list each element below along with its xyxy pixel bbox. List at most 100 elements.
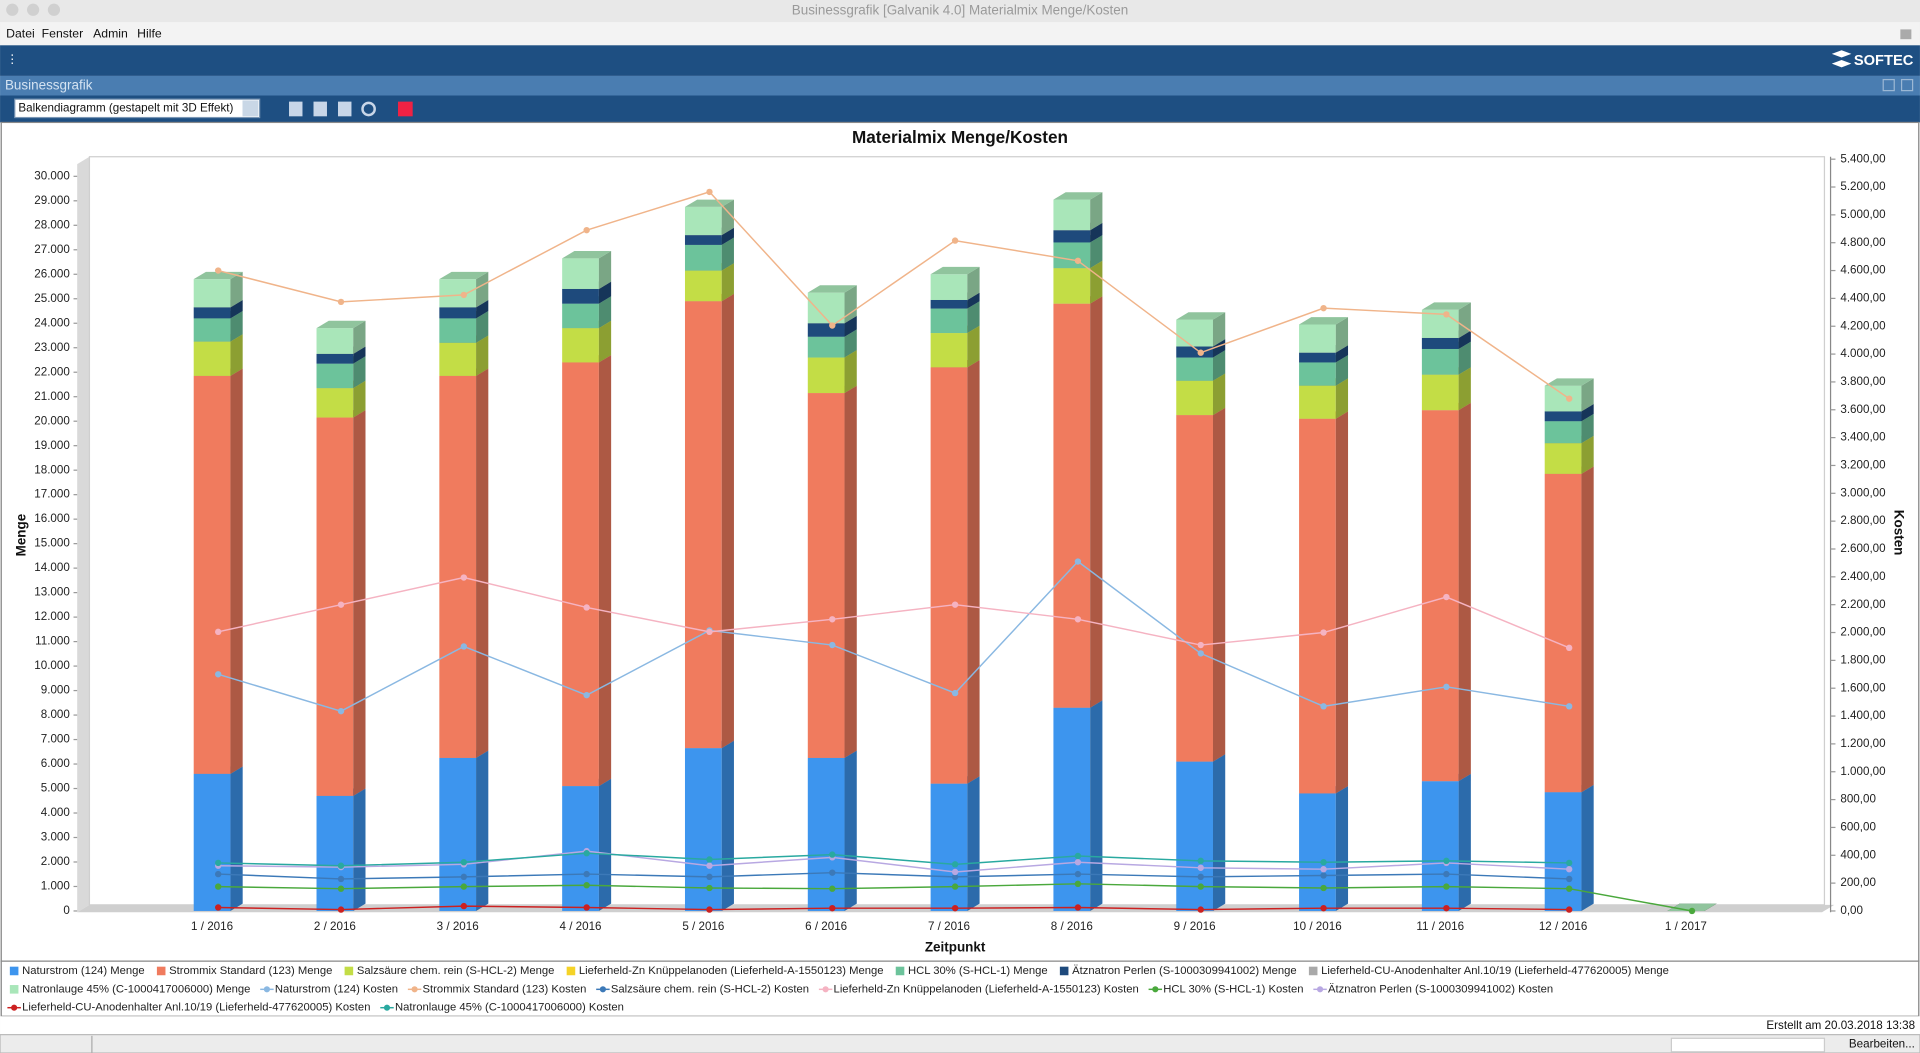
bar-side: [1581, 435, 1594, 474]
bar-front: [1299, 352, 1336, 363]
line-point: [951, 904, 959, 912]
y-tick-label: 14.000: [34, 561, 70, 574]
bar-segment: [684, 199, 734, 236]
menu-item[interactable]: Admin: [93, 27, 128, 41]
bar-segment: [1176, 312, 1226, 347]
bar-front: [562, 288, 599, 304]
bar-side: [353, 356, 366, 389]
bar-front: [1053, 230, 1091, 243]
panel-button[interactable]: [1900, 78, 1914, 92]
window-title: Businessgrafik [Galvanik 4.0] Materialmi…: [792, 3, 1128, 18]
chart-type-select[interactable]: [14, 98, 261, 119]
bar-front: [807, 323, 845, 337]
y-tick-label: 19.000: [34, 439, 70, 452]
bar-side: [1090, 192, 1103, 231]
y2-tick-label: 1.000,00: [1840, 765, 1886, 778]
bar-side: [721, 293, 734, 749]
menu-item[interactable]: Fenster: [42, 27, 83, 41]
bar-front: [1299, 418, 1336, 794]
bar-top: [1299, 317, 1349, 325]
y2-tick-label: 4.000,00: [1840, 347, 1886, 360]
window-close[interactable]: [6, 3, 19, 16]
line-point: [583, 604, 590, 611]
legend-swatch: [1308, 966, 1318, 976]
legend-marker: [11, 1004, 18, 1011]
window-minimize[interactable]: [26, 3, 40, 16]
chart-type-select-text: Balkendiagramm (gestapelt mit 3D Effekt): [18, 101, 233, 114]
legend-label: Lieferheld-Zn Knüppelanoden (Lieferheld-…: [834, 983, 1139, 995]
line-point: [337, 298, 345, 306]
bar-segment: [807, 285, 857, 324]
toolbar-button[interactable]: [289, 101, 303, 117]
y2-tick-label: 3.000,00: [1840, 486, 1886, 499]
bar-front: [1053, 242, 1091, 269]
legend-label: Lieferheld-Zn Knüppelanoden (Lieferheld-…: [579, 965, 884, 977]
y-axis-title: Menge: [14, 513, 29, 556]
y2-tick-label: 2.400,00: [1840, 570, 1886, 583]
legend-marker: [263, 986, 270, 993]
bar-front: [439, 757, 477, 911]
bar-front: [316, 363, 354, 389]
bar-side: [598, 251, 612, 289]
bar-side: [1581, 404, 1594, 422]
toolbar-button[interactable]: [313, 101, 327, 117]
y-tick-label: 17.000: [34, 488, 70, 501]
bar-side: [721, 237, 734, 271]
legend-item: Lieferheld-CU-Anodenhalter Anl.10/19 (Li…: [1308, 965, 1669, 977]
window-maximize[interactable]: [47, 3, 61, 16]
lock-icon[interactable]: [1900, 29, 1912, 40]
bar-front: [930, 299, 968, 309]
bar-side: [476, 750, 489, 911]
legend-label: Ätznatron Perlen (S-1000309941002) Koste…: [1328, 983, 1553, 995]
legend-label: Naturstrom (124) Kosten: [275, 983, 398, 995]
menu-item[interactable]: Datei: [6, 27, 35, 41]
legend-label: Naturstrom (124) Menge: [22, 965, 145, 977]
y2-tick-label: 4.600,00: [1840, 264, 1886, 277]
created-note: Erstellt am 20.03.2018 13:38: [1766, 1019, 1915, 1032]
bar-front: [1544, 385, 1582, 412]
logo-icon: [1831, 50, 1852, 68]
line-point: [1197, 906, 1204, 913]
line-point: [460, 859, 468, 866]
line-point: [706, 873, 713, 881]
y2-tick-label: 3.600,00: [1840, 403, 1886, 416]
bar-segment: [1299, 411, 1349, 794]
bar-front: [930, 333, 968, 368]
y-tick-label: 23.000: [34, 341, 70, 354]
bar-side: [353, 346, 366, 364]
y2-tick-label: 2.200,00: [1840, 598, 1886, 611]
bar-segment: [1299, 317, 1349, 353]
bar-side: [1090, 296, 1103, 708]
x-tick-label: 11 / 2016: [1416, 920, 1464, 933]
legend-item: Salzsäure chem. rein (S-HCL-2) Menge: [344, 965, 554, 977]
menu-item[interactable]: Hilfe: [137, 27, 162, 41]
bar-top: [1053, 192, 1103, 200]
line-point: [1320, 304, 1327, 312]
y-tick-label: 21.000: [34, 390, 70, 403]
panel-button[interactable]: [1882, 78, 1895, 92]
legend-panel: [0, 960, 1920, 1017]
x-tick-label: 2 / 2016: [314, 920, 356, 933]
bar-side: [353, 788, 366, 911]
x-tick-label: 1 / 2017: [1665, 920, 1707, 933]
bar-side: [844, 285, 857, 324]
toolbar-button[interactable]: [361, 101, 376, 117]
app-header: [0, 45, 1920, 76]
bar-front: [807, 357, 845, 394]
bar-top: [439, 271, 489, 280]
bar-front: [193, 318, 231, 342]
toolbar-button[interactable]: [397, 101, 413, 117]
line-point: [1074, 904, 1082, 911]
panel-header: [0, 75, 1920, 96]
select-arrow[interactable]: [242, 100, 259, 117]
y2-tick-label: 1.200,00: [1840, 737, 1886, 750]
legend-label: HCL 30% (S-HCL-1) Kosten: [1163, 983, 1303, 995]
line-point: [1074, 852, 1082, 860]
bar-front: [562, 258, 599, 289]
bar-front: [1176, 319, 1213, 347]
toolbar-button[interactable]: [337, 101, 352, 117]
legend-item: Ätznatron Perlen (S-1000309941002) Menge: [1059, 965, 1297, 977]
bar-side: [1581, 466, 1594, 793]
y2-tick-label: 5.400,00: [1840, 152, 1886, 165]
